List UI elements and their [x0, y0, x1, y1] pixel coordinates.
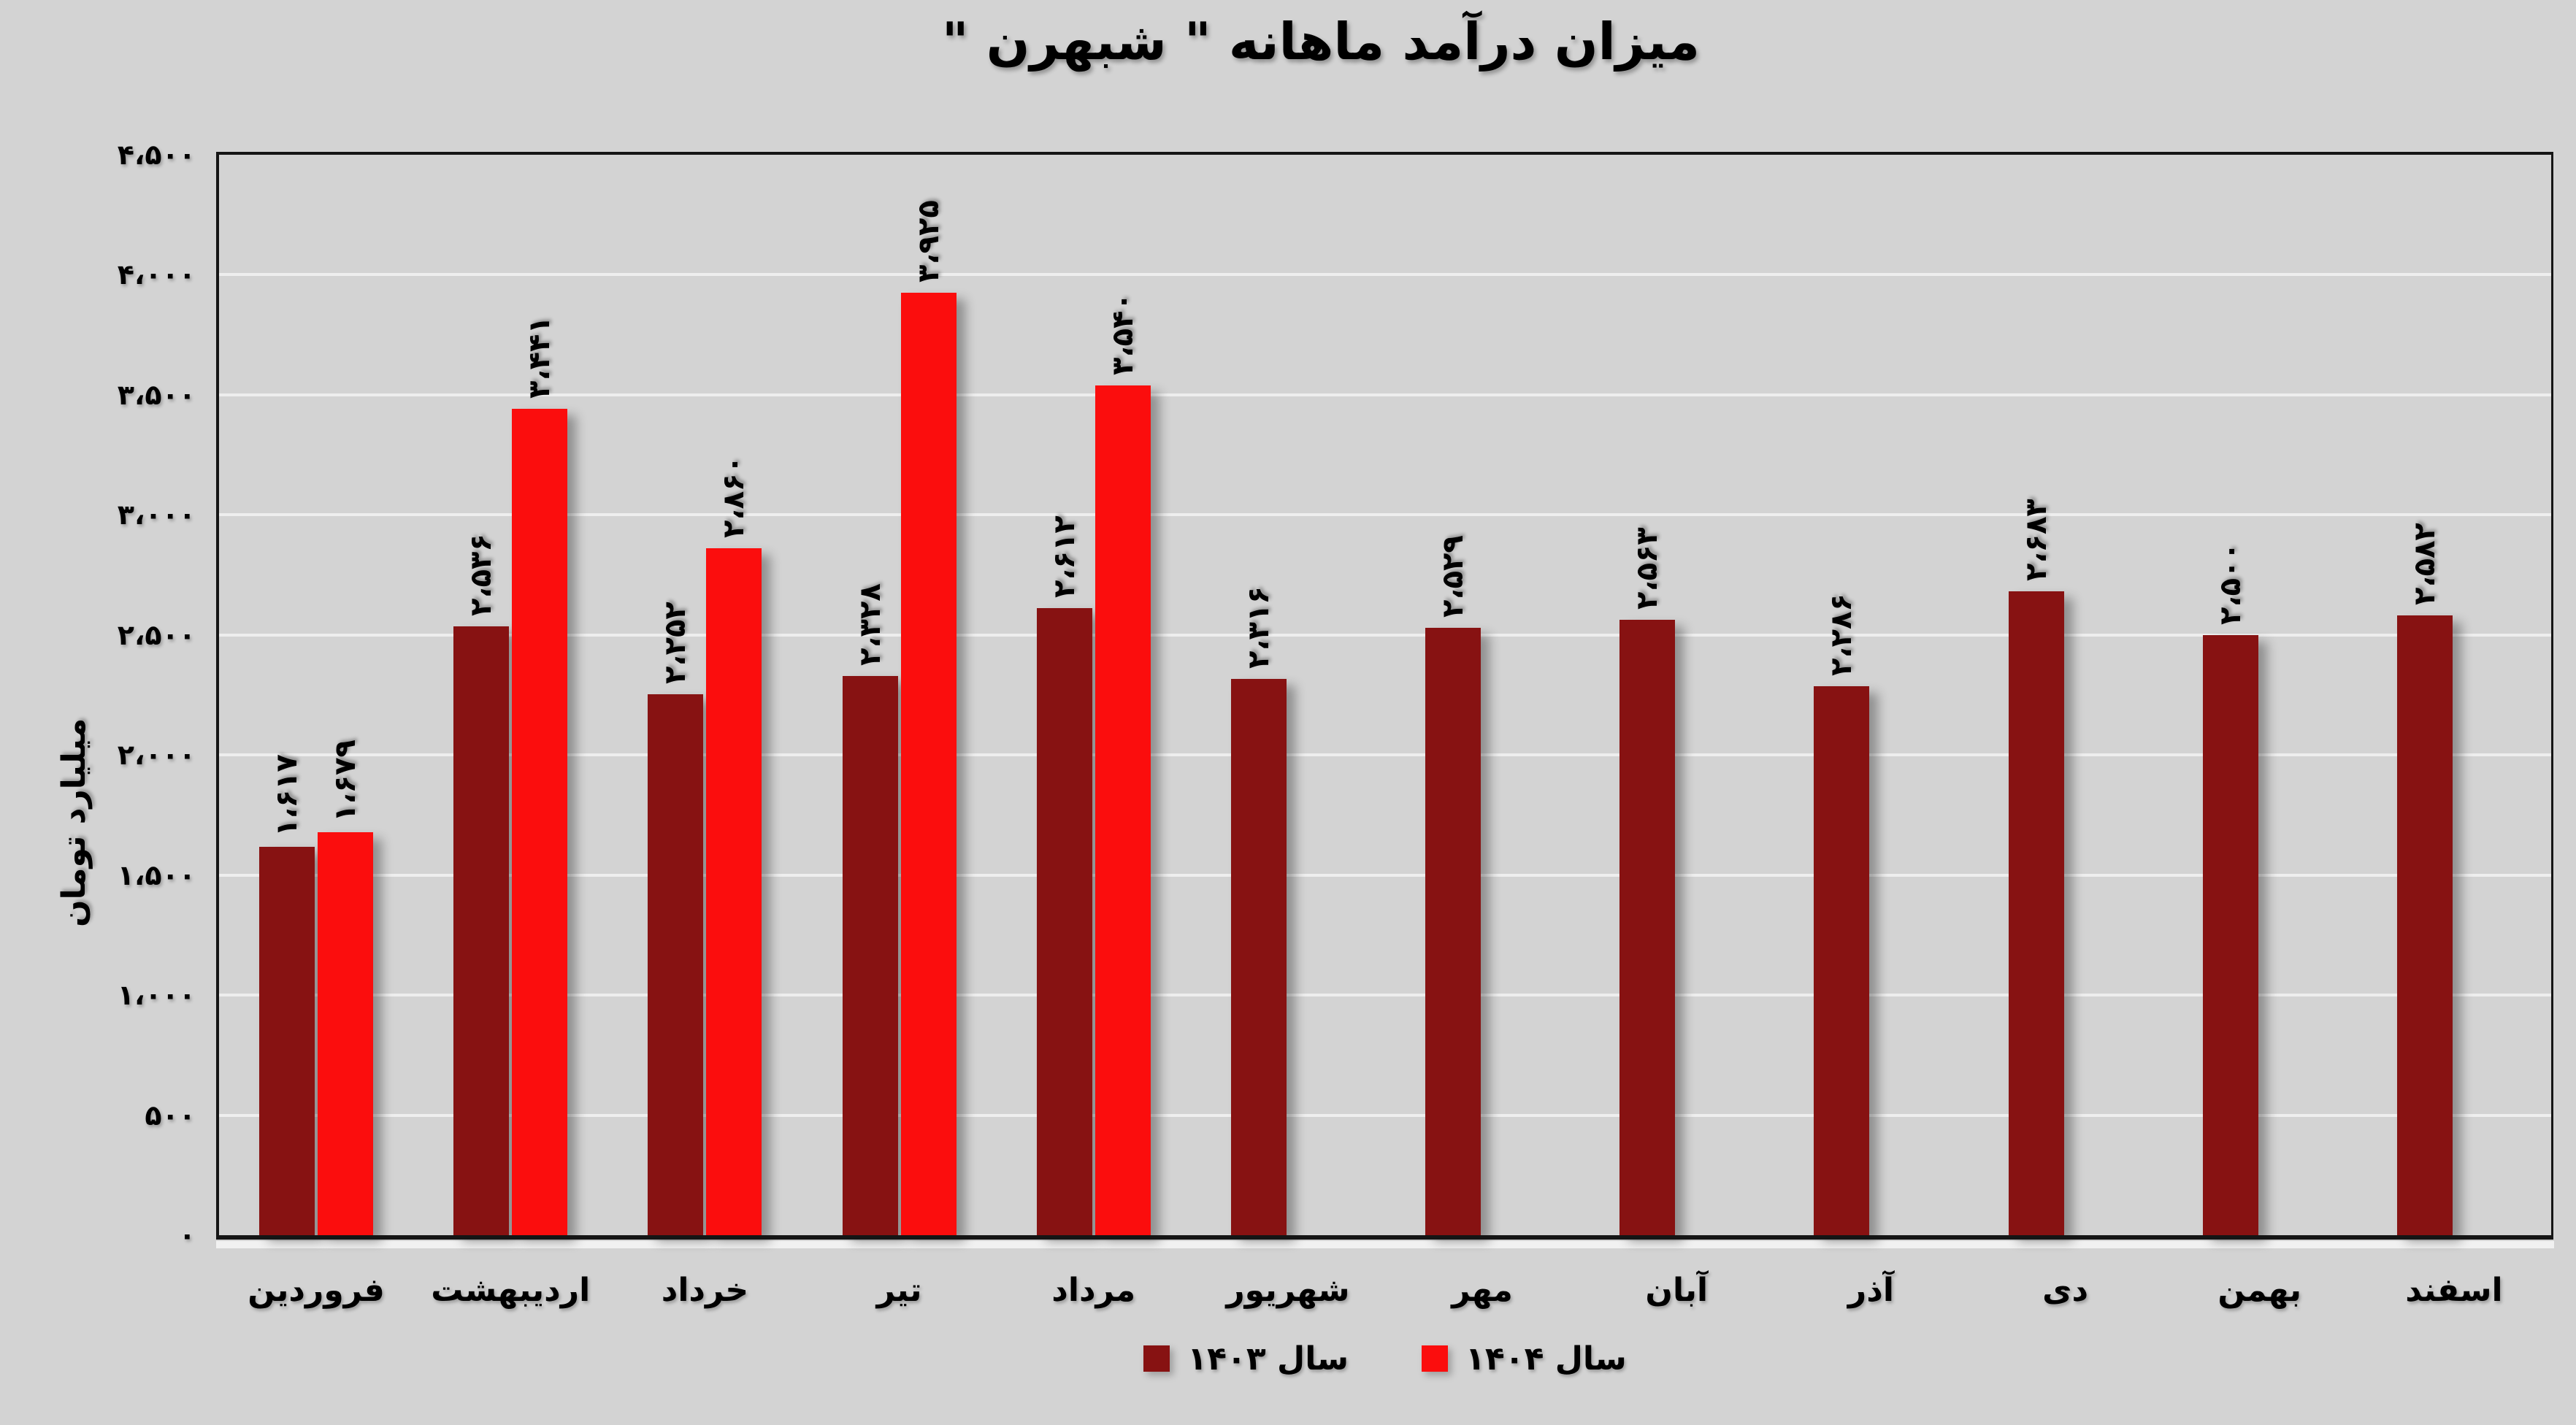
- x-label-2: اردیبهشت: [431, 1272, 591, 1309]
- x-label-6: شهریور: [1226, 1272, 1350, 1309]
- bar-value-1404-m5: ۳،۵۴۰: [1105, 292, 1140, 375]
- y-tick-label-4000: ۴،۰۰۰: [117, 258, 196, 291]
- bar-1403-m6: [1230, 679, 1287, 1235]
- gridline-4000: [219, 273, 2551, 277]
- bar-value-1404-m4: ۳،۹۲۵: [911, 200, 946, 283]
- bar-1403-m9: [1814, 686, 1870, 1235]
- bar-1404-m2: [512, 409, 568, 1235]
- bar-value-1403-m7: ۲،۵۲۹: [1436, 535, 1471, 618]
- gridline-2500: [219, 633, 2551, 637]
- gridline-1000: [219, 994, 2551, 997]
- bar-value-1403-m11: ۲،۵۰۰: [2213, 542, 2247, 625]
- bar-1403-m5: [1036, 607, 1092, 1235]
- gridline-500: [219, 1113, 2551, 1117]
- x-label-11: بهمن: [2217, 1272, 2302, 1309]
- bar-value-1404-m2: ۳،۴۴۱: [523, 316, 557, 399]
- gridline-1500: [219, 873, 2551, 877]
- y-tick-label-2500: ۲،۵۰۰: [117, 618, 196, 651]
- y-tick-label-2000: ۲،۰۰۰: [117, 739, 196, 772]
- legend: سال ۱۴۰۳ سال ۱۴۰۴: [219, 1333, 2551, 1384]
- y-tick-label-4500: ۴،۵۰۰: [117, 139, 196, 171]
- bar-1403-m12: [2396, 615, 2453, 1235]
- bar-1403-m2: [453, 626, 510, 1235]
- legend-item-1404: سال ۱۴۰۴: [1422, 1340, 1627, 1378]
- legend-label-1403: سال ۱۴۰۳: [1187, 1340, 1349, 1378]
- y-tick-label-3000: ۳،۰۰۰: [117, 499, 196, 531]
- legend-label-1404: سال ۱۴۰۴: [1465, 1340, 1627, 1378]
- bar-value-1403-m1: ۱،۶۱۷: [270, 754, 304, 837]
- bar-1403-m11: [2202, 634, 2258, 1235]
- gridline-2000: [219, 753, 2551, 757]
- bar-1403-m10: [2008, 591, 2064, 1235]
- bar-1403-m4: [842, 676, 898, 1235]
- gridline-3500: [219, 393, 2551, 396]
- y-tick-label-3500: ۳،۵۰۰: [117, 378, 196, 411]
- gridline-3000: [219, 513, 2551, 517]
- bar-value-1403-m3: ۲،۲۵۲: [659, 602, 693, 685]
- chart-title: میزان درآمد ماهانه " شبهرن ": [941, 12, 1701, 72]
- x-label-5: مرداد: [1051, 1272, 1136, 1309]
- bar-value-1403-m2: ۲،۵۳۶: [464, 534, 499, 616]
- legend-item-1403: سال ۱۴۰۳: [1143, 1340, 1349, 1378]
- bar-value-1403-m4: ۲،۳۲۸: [853, 583, 887, 667]
- bar-1404-m3: [706, 548, 762, 1235]
- y-tick-label-500: ۵۰۰: [145, 1099, 196, 1132]
- x-label-4: تیر: [876, 1272, 922, 1309]
- bar-1403-m3: [648, 694, 704, 1235]
- x-label-12: اسفند: [2405, 1272, 2503, 1309]
- bar-value-1403-m9: ۲،۲۸۶: [1825, 594, 1859, 677]
- bar-value-1403-m12: ۲،۵۸۲: [2407, 522, 2442, 605]
- x-label-1: فروردین: [248, 1272, 385, 1309]
- y-tick-label-1000: ۱،۰۰۰: [117, 979, 196, 1012]
- bar-value-1403-m6: ۲،۳۱۶: [1241, 586, 1276, 669]
- x-label-7: مهر: [1452, 1272, 1513, 1309]
- bar-1403-m7: [1425, 628, 1481, 1235]
- y-tick-label-0: ۰: [178, 1219, 196, 1251]
- legend-swatch-1403: [1143, 1345, 1170, 1372]
- bar-value-1403-m10: ۲،۶۸۳: [2019, 498, 2053, 581]
- bar-value-1403-m5: ۲،۶۱۲: [1047, 515, 1081, 598]
- bar-value-1403-m8: ۲،۵۶۳: [1630, 527, 1665, 610]
- bar-1403-m8: [1619, 620, 1676, 1235]
- bar-value-1404-m1: ۱،۶۷۹: [329, 739, 363, 822]
- bar-value-1404-m3: ۲،۸۶۰: [717, 456, 751, 539]
- x-label-3: خرداد: [661, 1272, 749, 1309]
- x-axis-labels: فروردین اردیبهشت خرداد تیر مرداد شهریور مهر آبا…: [219, 1272, 2551, 1330]
- y-tick-label-1500: ۱،۵۰۰: [117, 859, 196, 891]
- x-label-8: آبان: [1645, 1272, 1709, 1309]
- bar-1403-m1: [259, 847, 315, 1235]
- axis-baseline-strip: [216, 1241, 2554, 1248]
- bar-1404-m5: [1095, 385, 1151, 1235]
- legend-swatch-1404: [1422, 1345, 1448, 1372]
- bar-1404-m1: [318, 831, 374, 1235]
- x-label-9: آذر: [1847, 1272, 1894, 1309]
- x-label-10: دی: [2042, 1272, 2089, 1309]
- bar-1404-m4: [900, 293, 957, 1235]
